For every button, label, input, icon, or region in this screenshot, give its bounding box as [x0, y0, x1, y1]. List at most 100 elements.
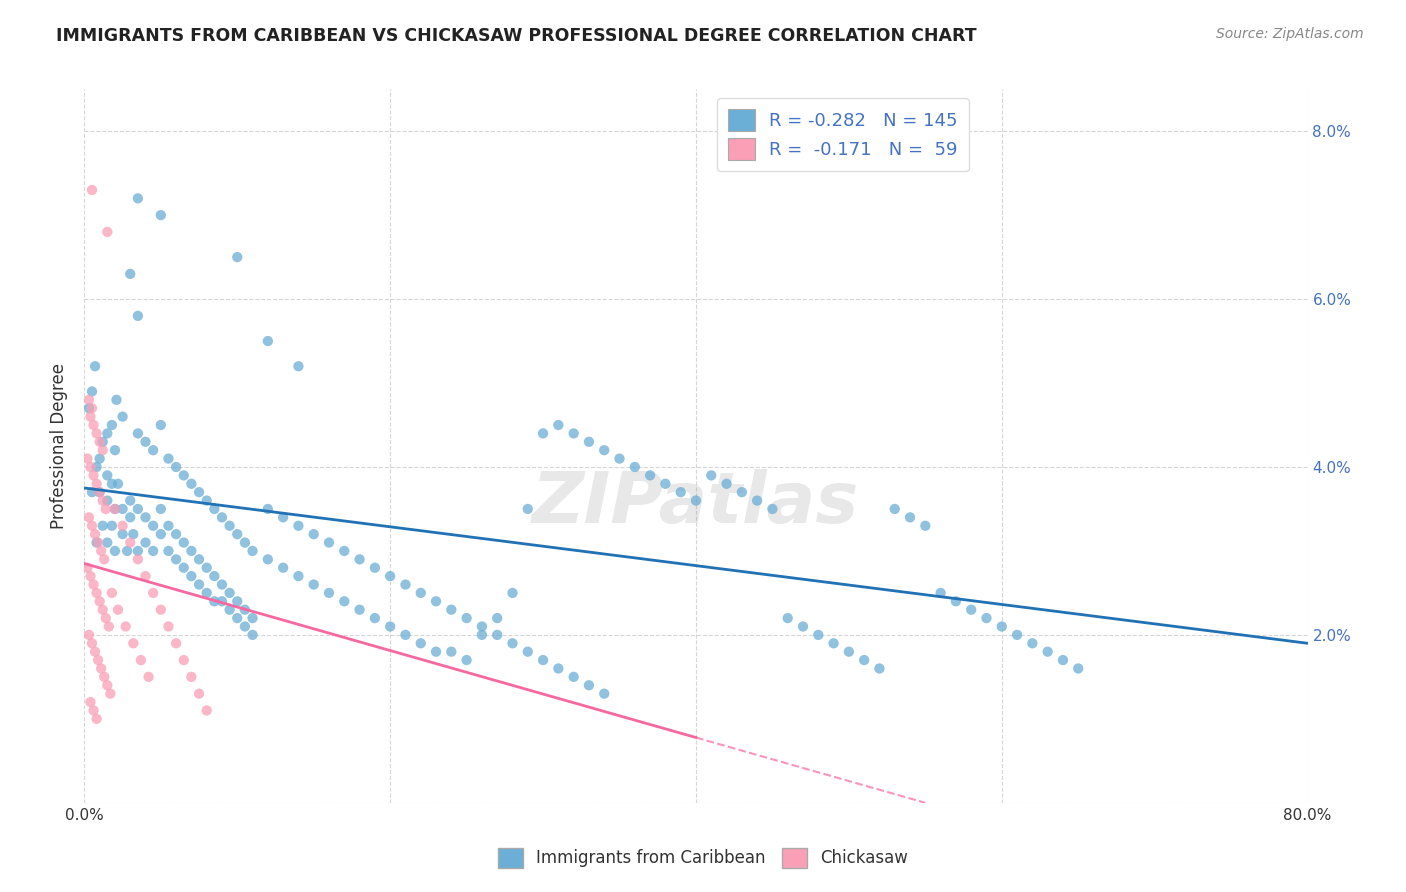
Point [114, 619, 136, 633]
Point [77, 392, 100, 407]
Point [93, 552, 115, 566]
Point [96, 678, 118, 692]
Point [486, 628, 509, 642]
Point [440, 645, 463, 659]
Point [101, 518, 124, 533]
Point [93, 670, 115, 684]
Point [380, 569, 402, 583]
Point [86, 535, 108, 549]
Point [84, 359, 107, 374]
Point [869, 661, 891, 675]
Point [77, 628, 100, 642]
Point [80, 518, 103, 533]
Point [654, 476, 676, 491]
Point [104, 502, 127, 516]
Point [425, 594, 447, 608]
Point [226, 527, 249, 541]
Point [94, 611, 117, 625]
Point [89, 594, 111, 608]
Point [188, 485, 211, 500]
Point [180, 544, 202, 558]
Point [180, 476, 202, 491]
Point [96, 493, 118, 508]
Point [173, 653, 195, 667]
Point [761, 502, 783, 516]
Point [188, 687, 211, 701]
Legend: Immigrants from Caribbean, Chickasaw: Immigrants from Caribbean, Chickasaw [491, 841, 915, 875]
Point [149, 527, 172, 541]
Point [349, 552, 371, 566]
Point [318, 586, 340, 600]
Point [883, 502, 905, 516]
Point [364, 560, 387, 574]
Point [122, 527, 145, 541]
Point [157, 451, 180, 466]
Point [242, 544, 264, 558]
Point [716, 476, 738, 491]
Point [79, 460, 101, 475]
Point [593, 687, 616, 701]
Point [218, 586, 240, 600]
Point [287, 569, 309, 583]
Point [111, 518, 134, 533]
Point [91, 493, 114, 508]
Point [562, 426, 585, 441]
Point [91, 443, 114, 458]
Point [609, 451, 631, 466]
Point [173, 535, 195, 549]
Point [111, 502, 134, 516]
Point [593, 443, 616, 458]
Point [456, 653, 478, 667]
Point [157, 518, 180, 533]
Point [120, 267, 142, 281]
Point [149, 208, 172, 222]
Point [731, 485, 754, 500]
Point [823, 636, 845, 650]
Point [531, 653, 554, 667]
Point [90, 661, 112, 675]
Point [838, 645, 860, 659]
Point [380, 619, 402, 633]
Legend: R = -0.282   N = 145, R =  -0.171   N =  59: R = -0.282 N = 145, R = -0.171 N = 59 [717, 98, 969, 171]
Point [976, 611, 998, 625]
Point [111, 527, 134, 541]
Point [122, 636, 145, 650]
Point [747, 493, 769, 508]
Point [142, 518, 165, 533]
Point [79, 695, 101, 709]
Point [135, 510, 157, 524]
Point [211, 594, 233, 608]
Point [318, 535, 340, 549]
Point [89, 451, 111, 466]
Point [107, 603, 129, 617]
Point [180, 569, 202, 583]
Point [149, 603, 172, 617]
Text: IMMIGRANTS FROM CARIBBEAN VS CHICKASAW PROFESSIONAL DEGREE CORRELATION CHART: IMMIGRANTS FROM CARIBBEAN VS CHICKASAW P… [56, 27, 977, 45]
Point [105, 392, 128, 407]
Point [89, 485, 111, 500]
Point [287, 359, 309, 374]
Point [226, 611, 249, 625]
Point [1052, 653, 1074, 667]
Point [84, 645, 107, 659]
Point [138, 670, 160, 684]
Point [129, 653, 152, 667]
Point [127, 426, 149, 441]
Point [516, 645, 538, 659]
Point [149, 502, 172, 516]
Point [173, 468, 195, 483]
Point [991, 619, 1014, 633]
Point [94, 502, 117, 516]
Point [127, 502, 149, 516]
Point [104, 544, 127, 558]
Point [624, 460, 647, 475]
Point [914, 518, 936, 533]
Point [86, 712, 108, 726]
Point [257, 502, 280, 516]
Point [89, 485, 111, 500]
Point [180, 670, 202, 684]
Point [120, 493, 142, 508]
Point [233, 603, 256, 617]
Point [302, 577, 325, 591]
Text: ZIPatlas: ZIPatlas [533, 468, 859, 538]
